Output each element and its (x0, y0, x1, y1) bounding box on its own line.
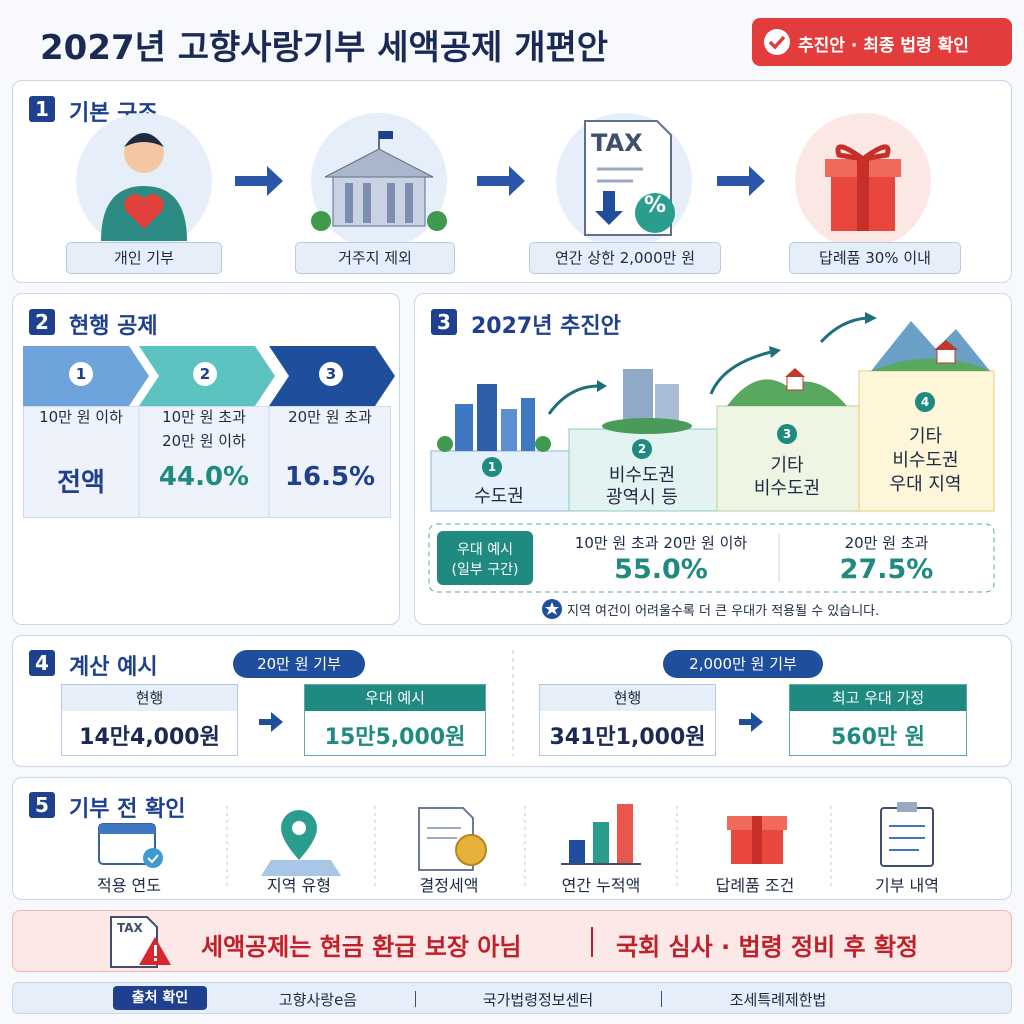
warning-text: 국회 심사 · 법령 정비 후 확정 (616, 933, 919, 961)
step-label: 연간 상한 2,000만 원 (529, 242, 721, 274)
region-label: 광역시 등 (606, 487, 678, 508)
region-number: 3 (777, 424, 797, 444)
region-number: 2 (632, 439, 652, 459)
box-amount: 341만1,000원 (549, 725, 706, 750)
region-label: 기타 (908, 426, 943, 447)
region-number: 1 (482, 457, 502, 477)
warning-icon-text: TAX (117, 921, 143, 935)
section-number: 5 (29, 792, 55, 818)
tier-chevrons (23, 346, 395, 518)
tier-number: 1 (69, 362, 93, 386)
after-box: 우대 예시 15만5,000원 (304, 684, 486, 756)
step-label: 거주지 제외 (295, 242, 455, 274)
region-label: 기타 (770, 455, 804, 476)
source-item: 고향사랑e음 (278, 991, 358, 1009)
tax-icon-text: TAX (591, 129, 643, 157)
tier-range: 10만 원 초과 (162, 408, 246, 426)
tier-rate: 44.0% (158, 462, 250, 492)
warning-banner: TAX 세액공제는 현금 환급 보장 아님 국회 심사 · 법령 정비 후 확정 (12, 910, 1012, 972)
title: 2027년 고향사랑기부 세액공제 개편안 (40, 28, 609, 68)
example-label: (일부 구간) (451, 562, 519, 578)
badge-text: 추진안 · 최종 법령 확인 (798, 36, 969, 56)
region-label: 비수도권 (892, 450, 959, 471)
tier-number: 2 (193, 362, 217, 386)
region-label: 비수도권 (608, 465, 676, 486)
warning-icon (110, 916, 171, 968)
step-label: 답례품 30% 이내 (789, 242, 961, 274)
box-label: 현행 (62, 685, 237, 711)
before-box: 현행 341만1,000원 (539, 684, 716, 756)
section-number: 4 (29, 650, 55, 676)
before-box: 현행 14만4,000원 (61, 684, 238, 756)
source-item: 국가법령정보센터 (482, 991, 594, 1009)
percent-icon-text: % (643, 193, 667, 218)
section-number: 3 (431, 309, 457, 335)
sources-bar: 출처 확인 고향사랑e음 국가법령정보센터 조세특례제한법 (12, 982, 1012, 1014)
example-rate: 55.0% (614, 554, 708, 585)
warning-text: 세액공제는 현금 환급 보장 아님 (201, 933, 522, 961)
example-range: 20만 원 초과 (844, 534, 929, 552)
tier-range: 10만 원 이하 (39, 408, 123, 426)
check-item: 결정세액 (419, 876, 479, 895)
tier-body (23, 406, 391, 518)
tier-rate: 16.5% (284, 462, 376, 492)
divider (591, 927, 593, 957)
region-label: 비수도권 (753, 478, 821, 499)
box-amount: 15만5,000원 (324, 725, 466, 750)
step-label: 개인 기부 (66, 242, 222, 274)
section-title: 현행 공제 (69, 314, 158, 339)
section-current: 2 현행 공제 1 2 3 10만 원 이하 10만 원 초과 20만 원 이하… (12, 293, 400, 625)
divider (661, 991, 662, 1007)
section-structure: 1 기본 구조 TAX % 개인 기부 거주지 제외 연간 상한 2,000만 … (12, 80, 1012, 283)
box-amount: 560만 원 (830, 725, 926, 750)
tier-range: 20만 원 이하 (162, 432, 246, 450)
section-number: 1 (29, 96, 55, 122)
example-range: 10만 원 초과 20만 원 이하 (574, 534, 748, 552)
donation-pill: 2,000만 원 기부 (663, 650, 823, 678)
box-label: 현행 (540, 685, 715, 711)
tier-number: 3 (319, 362, 343, 386)
box-label: 최고 우대 가정 (790, 685, 966, 711)
region-label: 수도권 (474, 486, 524, 507)
region-label: 우대 지역 (889, 474, 962, 495)
section-checklist: 5 기부 전 확인 적용 연도 지역 유형 결정세액 연간 누적액 답례품 조건… (12, 777, 1012, 900)
check-item: 기부 내역 (875, 876, 939, 895)
source-item: 조세특례제한법 (729, 991, 827, 1009)
example-label: 우대 예시 (457, 542, 513, 558)
check-icon (764, 29, 790, 55)
section-number: 2 (29, 309, 55, 335)
example-rate: 27.5% (839, 554, 934, 585)
tier-rate: 전액 (57, 468, 105, 498)
donation-pill: 20만 원 기부 (233, 650, 365, 678)
check-item: 연간 누적액 (561, 876, 641, 895)
structure-icons (76, 113, 931, 249)
region-number: 4 (915, 392, 935, 412)
badge: 추진안 · 최종 법령 확인 (752, 18, 1012, 66)
after-box: 최고 우대 가정 560만 원 (789, 684, 967, 756)
box-label: 우대 예시 (305, 685, 485, 711)
section-calculation: 4 계산 예시 20만 원 기부 2,000만 원 기부 현행 14만4,000… (12, 635, 1012, 767)
calc-decor (259, 650, 763, 756)
note: 지역 여건이 어려울수록 더 큰 우대가 적용될 수 있습니다. (567, 604, 880, 619)
box-amount: 14만4,000원 (79, 725, 220, 750)
example-tag (437, 531, 533, 585)
section-title: 계산 예시 (69, 655, 158, 680)
section-title: 기부 전 확인 (69, 797, 186, 822)
check-item: 지역 유형 (267, 876, 331, 895)
tier-range: 20만 원 초과 (288, 408, 372, 426)
section-title: 2027년 추진안 (471, 314, 621, 339)
check-item: 적용 연도 (97, 876, 161, 895)
check-item: 답례품 조건 (715, 876, 795, 895)
divider (415, 991, 416, 1007)
checklist-icons (98, 802, 934, 890)
sources-label: 출처 확인 (113, 986, 207, 1010)
